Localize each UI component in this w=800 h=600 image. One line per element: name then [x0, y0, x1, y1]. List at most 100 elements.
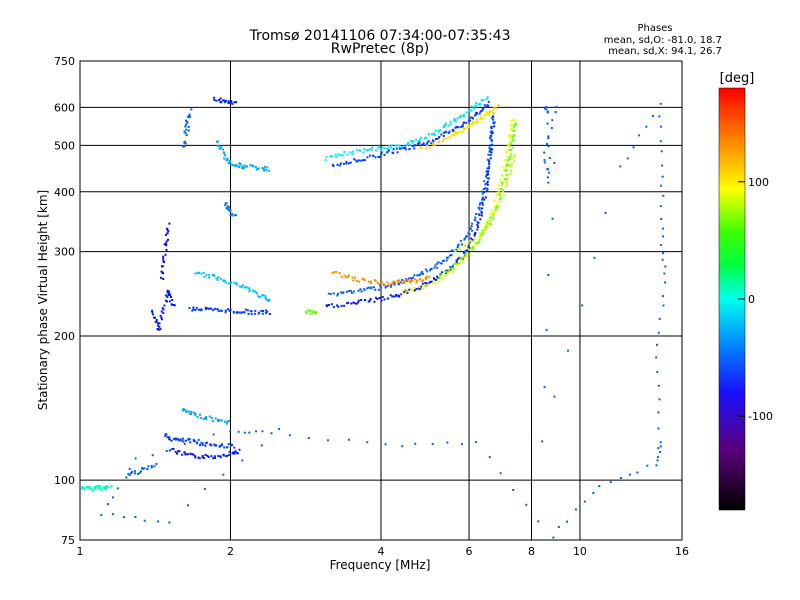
data-point: [426, 144, 429, 147]
y-axis-label: Stationary phase Virtual Height [km]: [36, 190, 50, 410]
data-point: [543, 161, 546, 164]
data-point: [456, 117, 459, 119]
data-point: [470, 122, 473, 125]
data-point: [167, 294, 170, 296]
data-point: [227, 308, 229, 311]
data-point: [478, 208, 481, 211]
data-point: [133, 472, 136, 475]
data-point: [160, 276, 163, 279]
data-point: [425, 136, 428, 139]
data-point: [462, 130, 465, 133]
data-point: [362, 159, 364, 162]
data-point: [662, 304, 665, 307]
data-point: [346, 153, 349, 156]
data-point: [491, 131, 494, 134]
data-point: [204, 444, 207, 447]
data-point: [658, 398, 661, 401]
colorbar-tick-label: -100: [748, 410, 773, 423]
data-point: [632, 146, 635, 149]
data-point: [490, 130, 493, 133]
data-point: [511, 146, 514, 149]
data-point: [443, 125, 446, 128]
data-point: [491, 212, 493, 215]
data-point: [238, 165, 241, 168]
data-point: [212, 309, 215, 312]
data-point: [343, 304, 346, 307]
data-point: [479, 202, 482, 205]
data-point: [485, 98, 488, 100]
data-point: [229, 308, 232, 311]
data-point: [183, 408, 186, 411]
data-point: [166, 228, 169, 231]
data-point: [191, 309, 194, 312]
data-point: [389, 294, 392, 297]
data-point: [429, 269, 432, 272]
data-point: [233, 101, 236, 104]
data-point: [380, 153, 383, 156]
data-point: [394, 144, 397, 147]
data-point: [659, 441, 662, 444]
data-point: [480, 212, 483, 215]
data-point: [370, 148, 373, 151]
data-point: [160, 316, 163, 319]
data-point: [481, 198, 484, 201]
data-point: [414, 442, 417, 445]
data-point: [619, 165, 622, 168]
data-point: [449, 135, 452, 138]
data-point: [363, 148, 366, 151]
data-point: [480, 214, 483, 217]
data-point: [453, 268, 455, 271]
data-point: [185, 411, 188, 414]
data-point: [235, 101, 237, 104]
data-point: [513, 130, 516, 132]
data-point: [223, 152, 226, 155]
data-point: [447, 132, 450, 135]
data-point: [505, 173, 508, 176]
data-point: [510, 120, 513, 122]
data-point: [180, 439, 183, 442]
data-point: [184, 132, 187, 135]
data-point: [220, 146, 223, 149]
data-point: [478, 239, 481, 242]
data-point: [500, 187, 502, 190]
data-point: [557, 526, 560, 528]
data-point: [386, 281, 389, 284]
data-point: [525, 503, 528, 506]
data-point: [543, 107, 546, 110]
data-point: [504, 178, 507, 180]
data-point: [486, 219, 489, 222]
data-point: [453, 131, 456, 134]
data-point: [379, 286, 382, 289]
data-point: [268, 313, 271, 315]
data-point: [391, 281, 394, 284]
data-point: [205, 274, 208, 277]
data-point: [260, 309, 263, 312]
data-point: [485, 227, 488, 230]
data-point: [223, 446, 226, 449]
data-point: [377, 146, 380, 149]
data-point: [216, 140, 219, 143]
data-point: [389, 283, 392, 286]
data-point: [413, 278, 416, 281]
data-point: [461, 130, 464, 133]
data-point: [380, 148, 383, 151]
data-point: [226, 208, 229, 211]
data-point: [362, 151, 365, 154]
data-point: [455, 125, 458, 128]
data-point: [359, 150, 362, 153]
data-point: [207, 307, 210, 310]
data-point: [462, 121, 465, 124]
data-point: [377, 288, 380, 291]
data-point: [659, 205, 662, 208]
data-point: [261, 312, 264, 315]
data-point: [657, 427, 660, 430]
data-point: [431, 139, 434, 142]
data-point: [441, 140, 444, 142]
data-point: [567, 349, 569, 352]
data-point: [480, 99, 483, 102]
data-point: [231, 444, 233, 447]
data-point: [460, 115, 463, 118]
data-point: [397, 294, 400, 297]
data-point: [459, 257, 462, 260]
data-point: [83, 488, 86, 491]
